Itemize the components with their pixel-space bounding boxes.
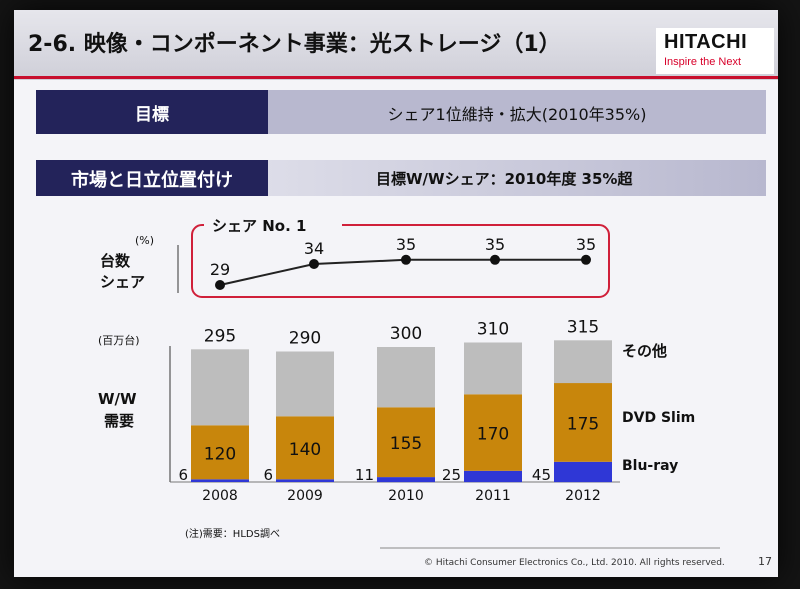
goal-label-box: 目標 [36,90,268,134]
goal-row: 目標 シェア1位維持・拡大(2010年35%) [36,90,766,134]
bar-2010-seg0 [377,477,435,483]
share-ylabel-1: 台数 [100,252,131,270]
share-label-2009: 34 [304,239,324,258]
bar-2009-seg0 [276,479,334,482]
share-ylabel-2: シェア [100,273,145,291]
share-title: シェア No. 1 [212,217,306,235]
logo-tagline: Inspire the Next [664,56,742,68]
share-label-2010: 35 [396,235,416,254]
year-label-2012: 2012 [565,488,601,504]
demand-ylabel-1: W/W [98,390,137,408]
bar-2012-seg1 [554,383,612,462]
blu-label-2011: 25 [442,466,461,484]
share-label-2012: 35 [576,235,596,254]
goal-label: 目標 [135,105,169,125]
total-label-2009: 290 [289,329,321,349]
dvd-label-2012: 175 [567,414,599,434]
bar-2012-seg2 [554,340,612,384]
total-label-2008: 295 [204,326,236,346]
bar-2011-seg1 [464,394,522,471]
share-title-bg [204,214,342,236]
total-label-2011: 310 [477,320,509,340]
bar-2010-seg1 [377,407,435,478]
demand-ylabel-2: 需要 [104,412,134,430]
share-unit: (%) [135,234,154,247]
bar-2009-seg1 [276,416,334,480]
year-label-2009: 2009 [287,488,323,504]
source-note: (注)需要：HLDS調べ [185,527,280,540]
bar-2008-seg2 [191,349,249,426]
title-underline [14,76,778,79]
blu-label-2010: 11 [355,466,374,484]
position-label: 市場と日立位置付け [71,170,233,191]
total-label-2012: 315 [567,317,599,337]
legend-blu-ray: Blu-ray [622,458,678,474]
bar-2011-seg0 [464,470,522,483]
dvd-label-2011: 170 [477,425,509,445]
page-number: 17 [758,555,772,568]
year-label-2010: 2010 [388,488,424,504]
bar-2012-seg0 [554,461,612,483]
share-box [191,224,610,298]
hitachi-logo: HITACHI [664,31,748,53]
share-point-2008 [215,280,225,290]
copyright: © Hitachi Consumer Electronics Co., Ltd.… [424,558,725,568]
year-label-2008: 2008 [202,488,238,504]
hitachi-logo-box: HITACHI Inspire the Next [656,28,774,74]
bar-2011-seg2 [464,342,522,395]
total-label-2010: 300 [390,324,422,344]
legend-other: その他 [622,342,667,360]
bar-2009-seg2 [276,351,334,417]
legend-dvd-slim: DVD Slim [622,410,695,426]
bar-2010-seg2 [377,347,435,408]
blu-label-2008: 6 [178,466,188,484]
share-label-2008: 29 [210,260,230,279]
year-label-2011: 2011 [475,488,511,504]
dvd-label-2009: 140 [289,440,321,460]
position-row: 市場と日立位置付け 目標W/Wシェア：2010年度 35%超 [36,160,766,196]
bar-2008-seg0 [191,479,249,482]
share-point-2012 [581,254,591,265]
position-text: 目標W/Wシェア：2010年度 35%超 [376,170,633,188]
dvd-label-2010: 155 [390,434,422,454]
share-line-layer: 29 34 35 35 35 [210,235,596,290]
goal-text: シェア1位維持・拡大(2010年35%) [387,105,647,124]
blu-label-2012: 45 [532,466,551,484]
dvd-label-2008: 120 [204,444,236,464]
blu-label-2009: 6 [263,466,273,484]
title-bar: 2-6. 映像・コンポーネント事業：光ストレージ（1） HITACHI Insp… [14,10,778,80]
share-point-2010 [401,254,411,265]
bar-2008-seg1 [191,425,249,480]
share-point-2011 [490,254,500,265]
bars-layer: 120 6 295 2008 140 6 290 2009 155 11 300 2010 170 25 3… [178,317,612,504]
slide-title: 2-6. 映像・コンポーネント事業：光ストレージ（1） [28,32,561,57]
demand-unit: (百万台) [98,333,140,347]
position-label-box: 市場と日立位置付け [36,160,268,196]
share-point-2009 [309,259,319,269]
share-label-2011: 35 [485,235,505,254]
